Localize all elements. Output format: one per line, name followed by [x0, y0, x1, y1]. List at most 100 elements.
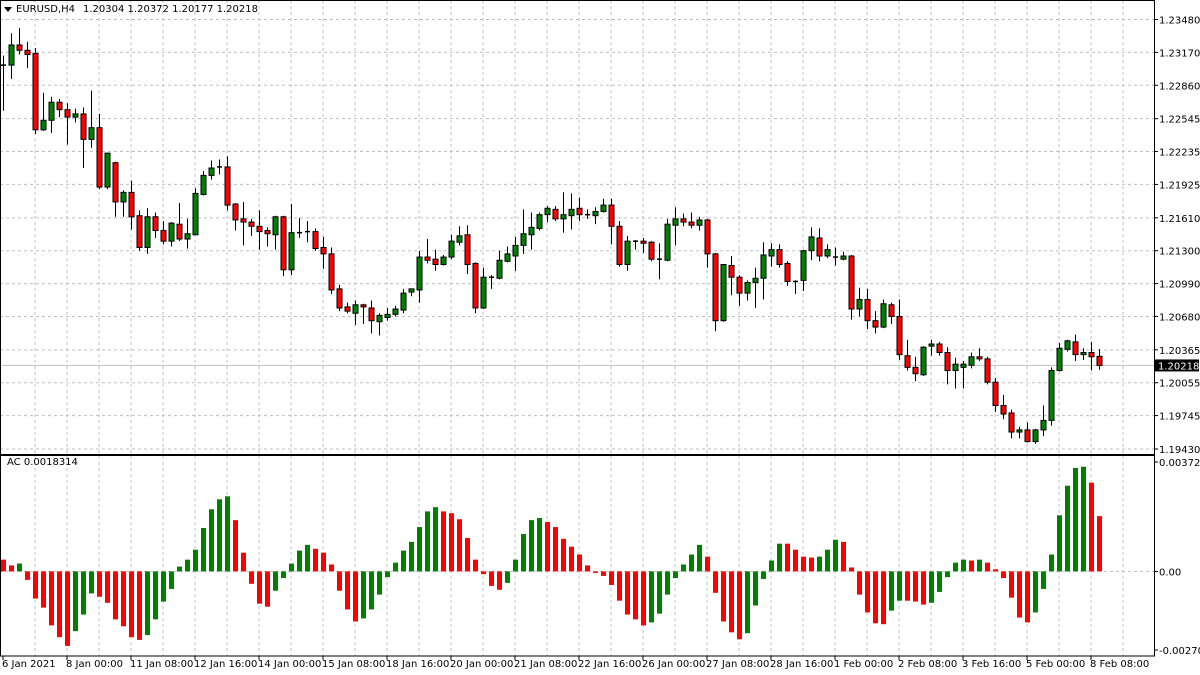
- candle-body: [896, 315, 903, 356]
- ac-bar: [761, 571, 766, 579]
- ac-bar: [697, 544, 702, 572]
- candle-body: [280, 216, 287, 271]
- candle: [176, 202, 183, 242]
- candle: [480, 267, 487, 310]
- candle-body: [24, 49, 31, 56]
- ac-bar: [57, 571, 62, 638]
- candle: [416, 250, 423, 303]
- candle: [504, 246, 511, 263]
- candle-body: [136, 215, 143, 249]
- ac-bar: [641, 571, 646, 626]
- ac-bar: [65, 571, 70, 646]
- price-axis-label: 1.23170: [1159, 48, 1200, 59]
- candle: [944, 347, 951, 385]
- triangle-down-icon[interactable]: [4, 7, 12, 12]
- ac-bar: [481, 571, 486, 575]
- candle: [616, 221, 623, 267]
- candle-body: [952, 363, 959, 372]
- candle: [344, 302, 351, 314]
- ac-bar: [33, 571, 38, 599]
- ac-bar: [137, 571, 142, 640]
- ac-bar: [225, 496, 230, 572]
- candle-body: [376, 314, 383, 323]
- candle: [776, 244, 783, 268]
- candle-body: [752, 277, 759, 284]
- ac-bar: [513, 559, 518, 572]
- candle-body: [440, 256, 447, 265]
- candle: [984, 356, 991, 385]
- ac-bar: [897, 571, 902, 601]
- ac-bar: [937, 571, 942, 592]
- candle-body: [384, 313, 391, 319]
- candle-body: [520, 233, 527, 246]
- candle: [240, 201, 247, 246]
- ac-bar: [161, 571, 166, 602]
- candle-body: [600, 204, 607, 212]
- current-price-box: [1155, 359, 1199, 372]
- candle: [200, 171, 207, 196]
- ac-bar: [665, 571, 670, 595]
- price-axis-label: 1.20055: [1159, 379, 1200, 390]
- price-axis-label: 1.22860: [1159, 81, 1200, 92]
- candle-body: [848, 255, 855, 310]
- ac-bar: [537, 518, 542, 572]
- candle-body: [856, 298, 863, 310]
- ac-bar: [241, 552, 246, 572]
- candle: [992, 377, 999, 412]
- price-axis-label: 1.22545: [1159, 115, 1200, 126]
- price-axis-label: 1.21925: [1159, 180, 1200, 191]
- candle-body: [448, 240, 455, 258]
- candle: [312, 228, 319, 251]
- candle-body: [872, 320, 879, 328]
- candle: [624, 235, 631, 271]
- ac-bar: [185, 559, 190, 572]
- current-price-label: 1.20218: [1158, 361, 1199, 372]
- ac-bar: [49, 571, 54, 626]
- candle: [88, 90, 95, 148]
- ac-bar: [745, 571, 750, 634]
- candle-body: [648, 241, 655, 260]
- candle: [608, 198, 615, 245]
- candle-body: [1040, 419, 1047, 431]
- ac-bar: [129, 571, 134, 638]
- time-axis-label: 28 Jan 16:00: [770, 659, 833, 670]
- ac-bar: [145, 571, 150, 636]
- candle: [576, 197, 583, 222]
- ac-bar: [673, 571, 678, 579]
- time-axis-label: 27 Jan 08:00: [706, 659, 769, 670]
- ac-bar: [73, 571, 78, 632]
- price-axis-label: 1.20365: [1159, 346, 1200, 357]
- candle-body: [152, 216, 159, 232]
- ac-bar: [265, 571, 270, 607]
- candle: [728, 255, 735, 296]
- candle: [904, 339, 911, 371]
- candle: [704, 218, 711, 268]
- candle-body: [984, 358, 991, 383]
- candle: [440, 254, 447, 266]
- ac-bar: [881, 571, 886, 625]
- ac-bar: [657, 571, 662, 614]
- time-axis-label: 2 Feb 08:00: [898, 659, 957, 670]
- ac-bar: [585, 565, 590, 572]
- ac-bar: [529, 520, 534, 572]
- candle-body: [504, 253, 511, 262]
- candle: [168, 222, 175, 247]
- ac-bar: [425, 511, 430, 572]
- ac-bar: [121, 571, 126, 627]
- candle: [648, 241, 655, 262]
- price-axis-label: 1.20680: [1159, 312, 1200, 323]
- candle-body: [264, 230, 271, 235]
- ac-bar: [625, 571, 630, 615]
- ac-bar: [305, 544, 310, 572]
- candle-body: [1080, 351, 1087, 356]
- candle-body: [184, 233, 191, 240]
- candle-body: [392, 308, 399, 315]
- time-axis-label: 3 Feb 16:00: [962, 659, 1021, 670]
- candle: [128, 180, 135, 230]
- candle-body: [272, 216, 279, 236]
- ac-bar: [873, 571, 878, 624]
- ac-bar: [409, 541, 414, 572]
- candle-body: [616, 225, 623, 265]
- time-axis-label: 5 Feb 00:00: [1026, 659, 1085, 670]
